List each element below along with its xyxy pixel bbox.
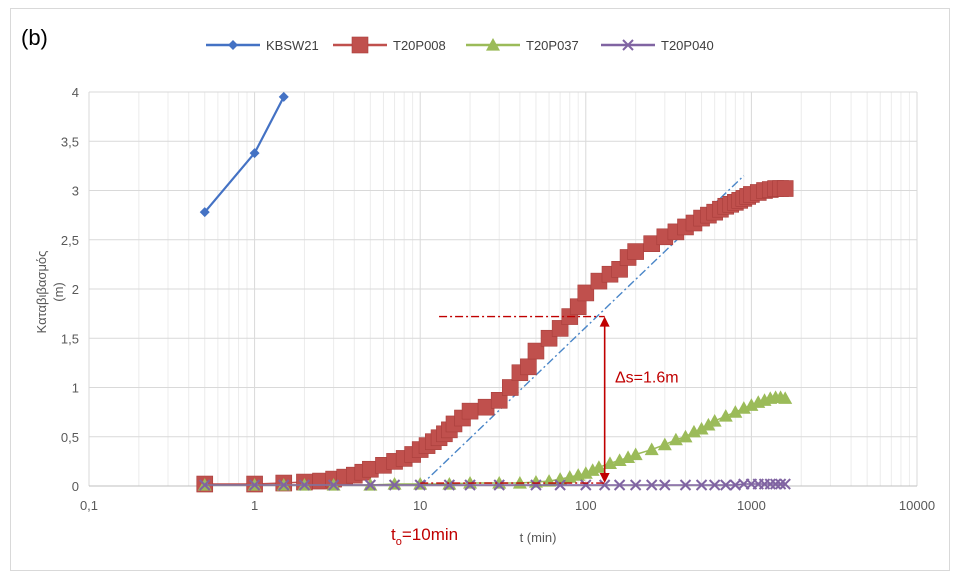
data-point — [728, 405, 743, 418]
x-axis-label: t (min) — [520, 530, 557, 545]
data-point — [708, 479, 721, 491]
data-point — [248, 479, 261, 491]
data-point — [657, 437, 672, 451]
data-point — [199, 207, 210, 218]
data-point — [628, 447, 643, 461]
data-point — [627, 243, 644, 260]
data-point — [701, 417, 716, 431]
data-point — [613, 479, 626, 491]
series-T20P040 — [199, 478, 791, 491]
panel-label: (b) — [21, 25, 48, 50]
data-point — [461, 402, 479, 420]
data-point — [388, 479, 401, 491]
delta-label: Δs=1.6m — [615, 370, 679, 387]
data-point — [694, 421, 709, 435]
data-point — [414, 479, 426, 491]
t0-label: to=10min — [391, 525, 458, 548]
data-point — [442, 477, 457, 490]
y-tick-label: 4 — [72, 85, 79, 100]
y-tick-label: 0,5 — [61, 430, 79, 445]
data-point — [249, 148, 260, 159]
data-point — [577, 284, 595, 302]
legend-label: T20P037 — [526, 38, 579, 53]
chart-frame: (b) KBSW21 T20P008 T20P037 T20P040 0,1 1 10 10… — [10, 8, 950, 571]
data-point — [718, 409, 733, 422]
legend-marker — [622, 39, 634, 51]
data-point — [644, 442, 659, 456]
data-point — [695, 479, 708, 491]
legend: KBSW21 T20P008 T20P037 T20P040 — [206, 36, 714, 54]
series-line — [204, 396, 786, 486]
chart: (b) KBSW21 T20P008 T20P037 T20P040 0,1 1 10 10… — [21, 25, 935, 548]
x-tick-label: 10000 — [899, 498, 935, 513]
data-point — [598, 479, 611, 491]
series-line — [203, 96, 285, 213]
data-point — [530, 479, 542, 491]
axes: 0,1 1 10 100 1000 10000 0 0,5 1 1,5 2 2,5 3 3,5 4 — [61, 85, 935, 513]
series-group — [196, 91, 794, 493]
data-point — [527, 342, 545, 360]
data-point — [769, 478, 782, 490]
y-tick-label: 3 — [72, 184, 79, 199]
x-tick-label: 1000 — [737, 498, 766, 513]
legend-label: KBSW21 — [266, 38, 319, 53]
grid — [88, 91, 918, 487]
data-point — [520, 358, 537, 376]
data-point — [501, 379, 519, 396]
x-tick-label: 10 — [413, 498, 427, 513]
y-tick-label: 1,5 — [61, 331, 79, 346]
y-tick-label: 3,5 — [61, 134, 79, 149]
delta-arrow-head-top — [599, 316, 610, 327]
y-axis-label-line1: Καταβιβασμός — [34, 251, 49, 334]
data-point — [580, 479, 592, 491]
legend-entry-T20P040: T20P040 — [601, 38, 714, 53]
series-KBSW21 — [199, 91, 289, 218]
data-point — [679, 479, 692, 491]
y-axis-label-line2: (m) — [51, 282, 66, 302]
legend-marker — [351, 36, 369, 54]
data-point — [490, 392, 508, 409]
legend-label: T20P008 — [393, 38, 446, 53]
x-tick-label: 0,1 — [80, 498, 98, 513]
data-point — [493, 479, 505, 491]
data-point — [278, 91, 289, 102]
data-point — [645, 479, 658, 491]
y-tick-label: 2,5 — [61, 233, 79, 248]
data-point — [779, 478, 791, 490]
legend-entry-KBSW21: KBSW21 — [206, 38, 319, 53]
data-point — [778, 391, 793, 404]
data-point — [443, 479, 456, 491]
data-point — [776, 180, 794, 197]
data-point — [199, 479, 211, 491]
y-tick-label: 0 — [72, 479, 79, 494]
data-point — [707, 413, 722, 427]
data-point — [554, 479, 566, 491]
data-point — [659, 479, 671, 491]
data-point — [629, 479, 642, 491]
annotations-over: Δs=1.6m — [420, 315, 679, 484]
data-point — [720, 479, 732, 491]
series-line — [204, 187, 786, 485]
data-point — [278, 479, 290, 491]
data-point — [774, 478, 787, 490]
legend-entry-T20P008: T20P008 — [333, 36, 446, 54]
legend-label: T20P040 — [661, 38, 714, 53]
x-tick-label: 100 — [575, 498, 597, 513]
data-point — [364, 479, 377, 491]
y-tick-label: 1 — [72, 381, 79, 396]
data-point — [298, 479, 311, 491]
series-T20P008 — [196, 180, 794, 493]
data-point — [678, 429, 693, 443]
y-tick-label: 2 — [72, 282, 79, 297]
legend-marker — [228, 40, 238, 50]
legend-entry-T20P037: T20P037 — [466, 38, 579, 53]
x-tick-label: 1 — [251, 498, 258, 513]
data-point — [591, 460, 606, 473]
delta-arrow-head-bottom — [599, 473, 610, 484]
legend-marker — [486, 38, 500, 51]
data-point — [327, 479, 340, 491]
data-point — [387, 477, 402, 490]
data-point — [464, 479, 476, 491]
